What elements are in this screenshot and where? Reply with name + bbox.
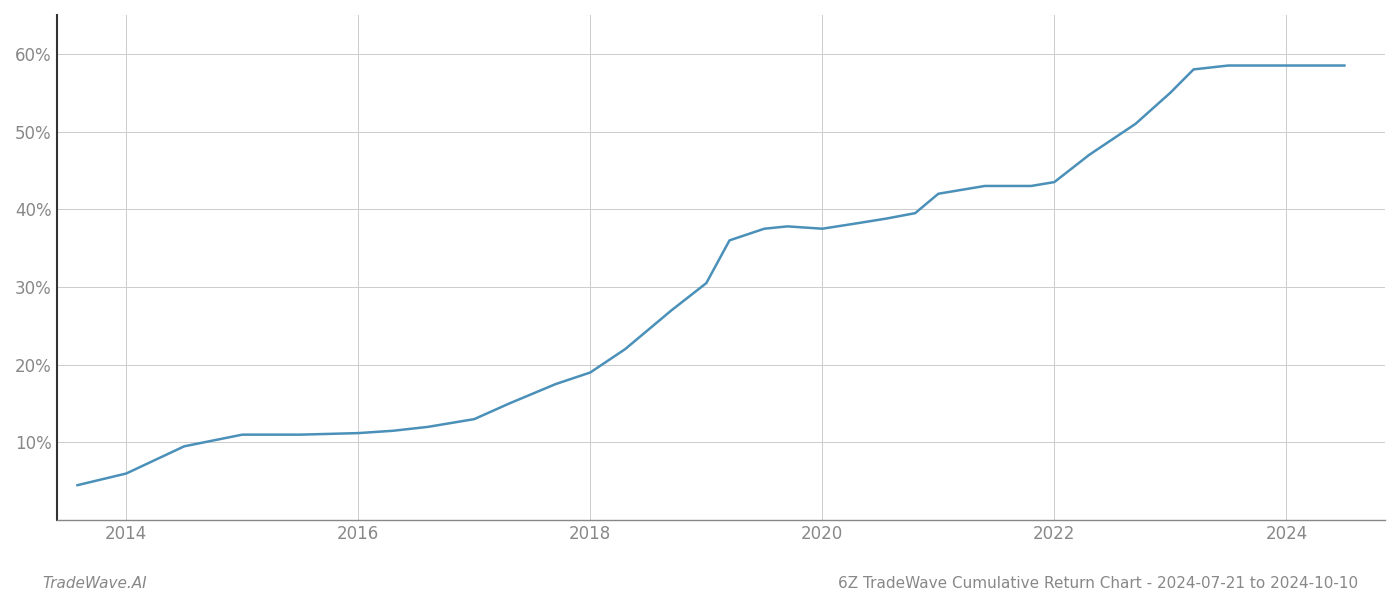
Text: TradeWave.AI: TradeWave.AI [42,576,147,591]
Text: 6Z TradeWave Cumulative Return Chart - 2024-07-21 to 2024-10-10: 6Z TradeWave Cumulative Return Chart - 2… [837,576,1358,591]
